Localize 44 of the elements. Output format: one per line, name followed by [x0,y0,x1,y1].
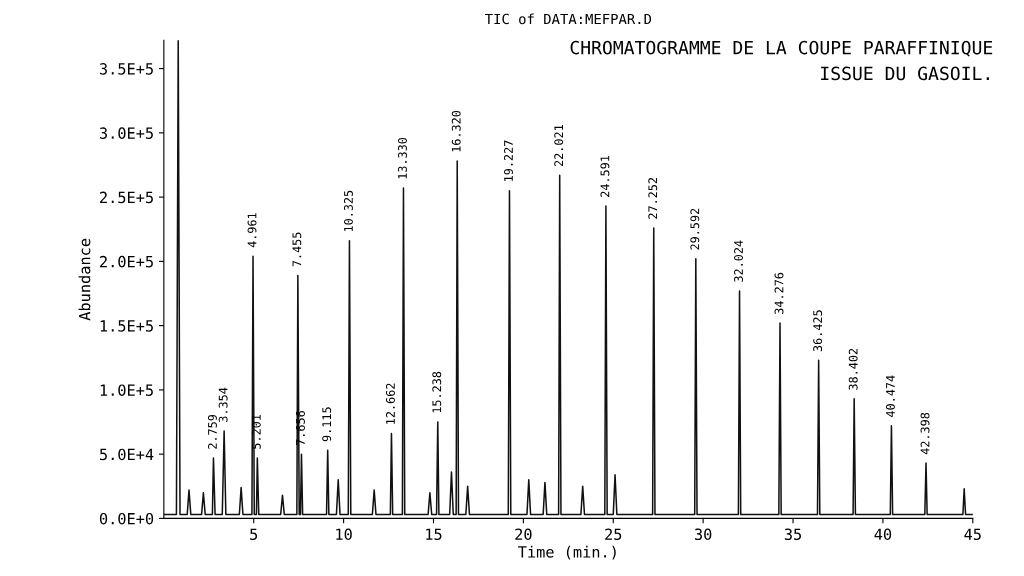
annotation: 15.238 [432,371,442,413]
y-tick-label: 2.5E+5 [100,191,153,204]
annotation: 22.021 [554,125,564,167]
x-tick-label: 30 [694,528,712,541]
y-tick-label: 1.0E+5 [100,384,153,396]
annotation: 42.398 [920,412,930,455]
annotation: 12.662 [385,383,395,424]
x-tick-label: 15 [426,528,442,541]
y-tick-label: 3.5E+5 [99,63,153,75]
y-tick-label: 1.5E+5 [100,320,153,332]
annotation: 38.402 [848,348,858,390]
x-tick-label: 20 [515,528,532,541]
annotation: 3.354 [218,387,228,422]
chart-subtitle: TIC of DATA:MEFPAR.D [485,13,652,25]
annotation: 13.330 [398,137,407,179]
annotation: 34.276 [774,272,784,314]
annotation: 27.252 [648,177,658,219]
y-tick-label: 2.0E+5 [100,255,153,268]
annotation: 2.759 [207,414,217,449]
annotation: 4.961 [247,213,257,248]
y-tick-label: 0.0E+0 [99,512,154,525]
annotation: 10.325 [343,190,353,232]
annotation: 19.227 [504,140,513,181]
x-tick-label: 40 [874,528,892,541]
annotation: 29.592 [690,208,700,250]
x-tick-label: 45 [964,528,981,541]
y-axis-title: Abundance [78,238,91,321]
annotation: 36.425 [813,310,823,352]
x-tick-label: 10 [336,528,352,541]
annotation: 7.656 [296,411,305,446]
annotation: 40.474 [885,375,895,417]
annotation: 16.320 [451,110,461,152]
annotation: 5.201 [251,414,261,449]
x-tick-label: 25 [605,528,622,541]
annotation: 7.455 [292,232,302,267]
y-tick-label: 3.0E+5 [99,127,153,139]
x-tick-label: 5 [250,528,258,541]
annotation: 32.024 [734,240,743,282]
x-axis-title: Time (min.) [518,545,616,560]
x-tick-label: 35 [784,528,802,541]
annotation: 9.115 [322,407,332,442]
annotation: 24.591 [600,155,610,197]
y-tick-label: 5.0E+4 [100,448,154,461]
text: CHROMATOGRAMME DE LA COUPE PARAFFINIQUE ISSUE DU GASOIL. [570,40,993,81]
